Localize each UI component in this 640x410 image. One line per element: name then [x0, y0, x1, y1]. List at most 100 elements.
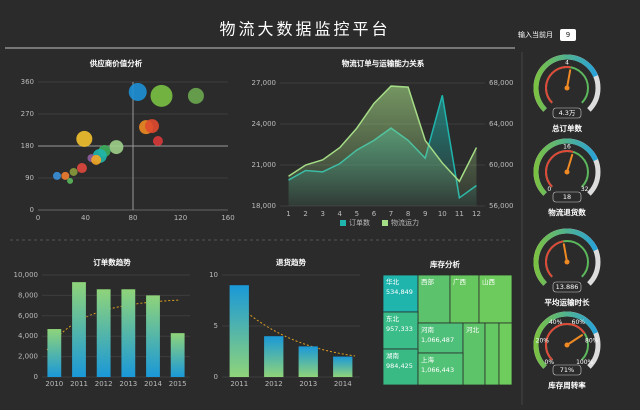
bar — [333, 356, 353, 377]
treemap-cell — [382, 348, 419, 386]
gauge-value-box — [552, 281, 582, 293]
y-tick-label: 18,000 — [252, 202, 277, 210]
cell-name: 山西 — [482, 277, 496, 286]
y-tick-label: 270 — [21, 110, 34, 118]
x-tick-label: 2014 — [334, 380, 352, 388]
bubble — [145, 119, 159, 134]
bubble — [91, 154, 102, 165]
y-tick-label: 56,000 — [489, 202, 514, 210]
bar — [72, 282, 86, 377]
bubble — [69, 167, 78, 176]
x-tick-label: 160 — [221, 214, 234, 222]
gauge-title: 库存周转率 — [548, 380, 586, 390]
cell-value: 1,066,443 — [421, 366, 454, 374]
cell-name: 河北 — [466, 326, 480, 334]
x-tick-label: 7 — [389, 210, 393, 218]
x-tick-label: 40 — [81, 214, 90, 222]
x-tick-label: 2013 — [299, 380, 317, 388]
gauge-inner-value — [545, 240, 564, 278]
cell-value: 984,425 — [386, 362, 413, 370]
gauge-tick-label: 0% — [545, 359, 555, 366]
gauge-title: 物流退货数 — [548, 207, 586, 217]
legend-label: 物流运力 — [391, 218, 419, 227]
cell-value: 534,849 — [386, 288, 413, 296]
treemap-cell — [417, 322, 464, 354]
y-tick-label: 68,000 — [489, 79, 514, 87]
legend-label: 订单数 — [349, 218, 370, 227]
chart-title: 订单数趋势 — [93, 257, 131, 267]
cell-name: 东北 — [386, 314, 400, 323]
treemap-cell — [478, 274, 513, 324]
bubble — [150, 84, 173, 107]
bar — [229, 285, 249, 377]
y-tick-label: 2,000 — [18, 353, 38, 361]
legend-swatch — [382, 220, 388, 226]
gauge-value: 18 — [563, 193, 571, 201]
treemap-cell — [382, 311, 419, 350]
cell-name: 华北 — [386, 277, 400, 286]
gauge-tick-label: 60% — [572, 319, 586, 326]
y-tick-label: 360 — [21, 78, 34, 86]
x-tick-label: 10 — [438, 210, 447, 218]
x-tick-label: 2011 — [70, 380, 88, 388]
series-line — [288, 85, 478, 183]
month-label: 输入当前月 — [518, 30, 553, 39]
y-tick-label: 27,000 — [252, 79, 277, 87]
gauge-title: 总订单数 — [552, 123, 582, 133]
cell-name: 河南 — [421, 325, 435, 334]
bubble — [152, 136, 163, 147]
gauge-tick-label: 80% — [585, 338, 599, 345]
bar — [298, 346, 318, 377]
y-tick-label: 5 — [214, 322, 218, 330]
gauge-value: 71% — [560, 366, 574, 374]
cell-name: 上海 — [421, 355, 435, 364]
x-tick-label: 2012 — [265, 380, 283, 388]
treemap-cell — [417, 274, 451, 324]
x-tick-label: 80 — [129, 214, 138, 222]
gauge-arc — [533, 228, 598, 286]
bar — [264, 336, 284, 377]
gauge-tick-label: 16 — [563, 144, 571, 151]
gauge-value-box — [552, 191, 582, 203]
x-tick-label: 9 — [423, 210, 427, 218]
gauge-inner-value — [545, 150, 574, 188]
gauge-hub — [564, 259, 570, 265]
x-tick-label: 1 — [286, 210, 290, 218]
gauge-inner-value — [545, 323, 586, 361]
gauge-arc — [533, 54, 598, 112]
x-tick-label: 2012 — [95, 380, 113, 388]
gauge-hub — [564, 342, 570, 348]
bubble — [128, 82, 147, 101]
bubble — [109, 140, 124, 155]
gauge-title: 平均运输时长 — [545, 297, 590, 307]
treemap-cell — [449, 274, 480, 324]
month-input[interactable] — [560, 29, 576, 41]
bar — [170, 333, 185, 377]
x-tick-label: 2015 — [169, 380, 187, 388]
x-tick-label: 2014 — [144, 380, 162, 388]
x-tick-label: 11 — [455, 210, 464, 218]
gauge-value: 13.886 — [556, 283, 579, 291]
y-tick-label: 64,000 — [489, 120, 514, 128]
gauge-hub — [564, 85, 570, 91]
gauge-inner-value — [545, 66, 571, 104]
cell-name: 西部 — [421, 277, 435, 286]
cell-name: 湖南 — [386, 351, 400, 360]
x-tick-label: 8 — [406, 210, 410, 218]
x-tick-label: 6 — [372, 210, 377, 218]
bar — [121, 289, 136, 377]
gauge-tick-label: 0 — [547, 186, 551, 193]
month-value[interactable]: 9 — [566, 31, 570, 39]
x-tick-label: 4 — [338, 210, 343, 218]
bar — [96, 289, 111, 377]
bar — [146, 295, 160, 377]
gauge-tick-label: 40% — [549, 319, 563, 326]
gauge-hub — [564, 169, 570, 175]
cell-name: 广西 — [453, 277, 467, 286]
gauge-value-box — [552, 364, 582, 376]
y-tick-label: 10 — [209, 271, 218, 279]
x-tick-label: 2013 — [119, 380, 137, 388]
y-tick-label: 24,000 — [252, 120, 277, 128]
